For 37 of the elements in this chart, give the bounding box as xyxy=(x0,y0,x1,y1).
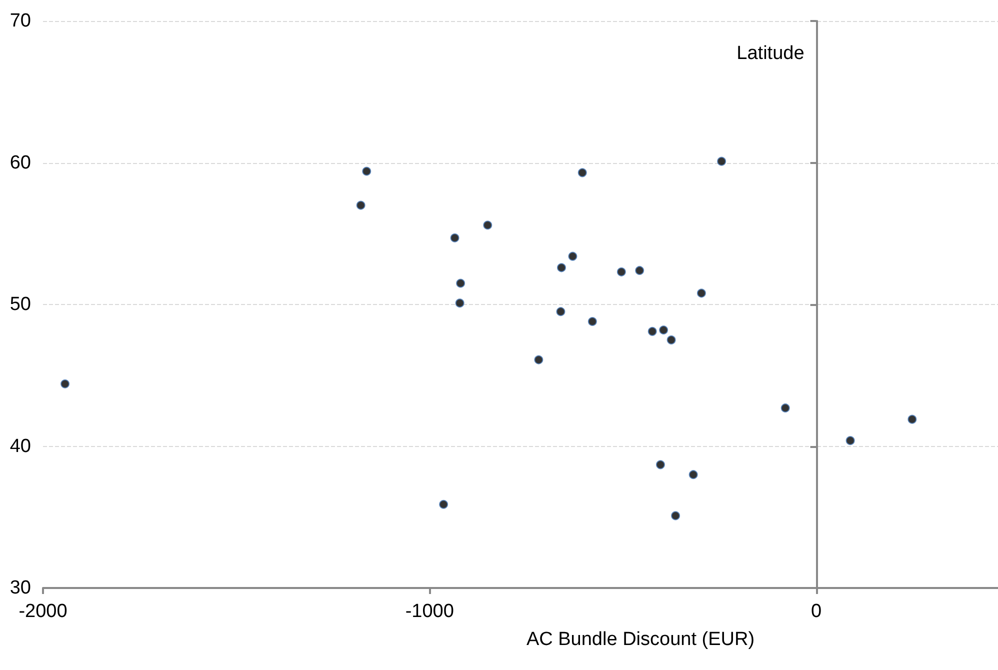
point xyxy=(656,460,665,470)
point xyxy=(588,317,597,326)
point xyxy=(362,166,372,176)
y-tick-label: 50 xyxy=(10,294,31,315)
x-axis-title: AC Bundle Discount (EUR) xyxy=(526,629,755,650)
point xyxy=(635,266,644,275)
point xyxy=(456,278,466,288)
point xyxy=(666,335,676,344)
point xyxy=(483,220,492,230)
y-axis-title: Latitude xyxy=(736,43,804,64)
point xyxy=(648,326,657,336)
point xyxy=(356,200,366,210)
y-tick-label: 30 xyxy=(10,578,31,598)
point xyxy=(616,267,626,276)
point xyxy=(568,252,578,261)
point xyxy=(578,168,587,178)
point xyxy=(534,355,544,364)
y-tick-label: 40 xyxy=(10,436,31,457)
x-tick-label: 0 xyxy=(810,601,822,622)
point xyxy=(671,511,680,520)
point xyxy=(688,470,698,480)
point xyxy=(717,156,726,166)
point xyxy=(780,403,790,412)
x-tick-label: -1000 xyxy=(405,601,454,622)
point xyxy=(60,379,70,388)
point xyxy=(556,307,566,316)
point xyxy=(439,500,448,509)
point xyxy=(696,288,706,298)
point xyxy=(556,263,566,272)
point xyxy=(908,414,917,424)
y-tick-label: 70 xyxy=(10,10,31,32)
y-tick-label: 60 xyxy=(10,152,31,174)
point xyxy=(846,436,855,446)
point xyxy=(450,233,460,242)
point xyxy=(455,298,464,308)
x-tick-label: -2000 xyxy=(18,601,68,622)
point xyxy=(659,326,668,335)
